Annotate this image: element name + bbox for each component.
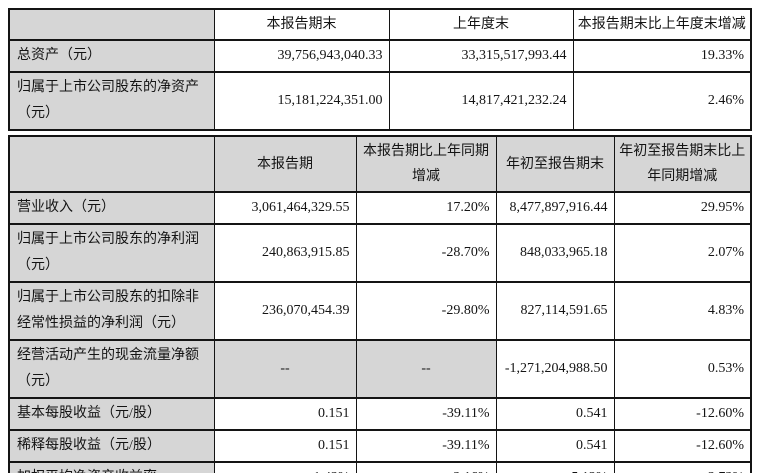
financial-report-summary: 本报告期末 上年度末 本报告期末比上年度末增减 总资产（元） 39,756,94… [0,8,759,473]
col-header-change-vs-prior-year-end: 本报告期末比上年度末增减 [572,8,752,41]
row-label: 稀释每股收益（元/股） [8,429,215,463]
cell-value-na: -- [355,339,497,399]
row-label: 总资产（元） [8,39,215,73]
income-statement-summary-table: 本报告期 本报告期比上年同期增减 年初至报告期末 年初至报告期末比上年同期增减 … [8,135,752,473]
cell-value: 240,863,915.85 [213,223,357,283]
cell-value: -39.11% [355,429,497,463]
cell-value: -12.60% [613,429,752,463]
cell-value: -29.80% [355,281,497,341]
cell-value: 4.83% [613,281,752,341]
balance-sheet-summary-table: 本报告期末 上年度末 本报告期末比上年度末增减 总资产（元） 39,756,94… [8,8,752,131]
table-row-diluted-eps: 稀释每股收益（元/股） 0.151 -39.11% 0.541 -12.60% [8,429,752,463]
cell-value: -12.60% [613,397,752,431]
cell-value: 1.43% [213,461,357,473]
cell-value: -1,271,204,988.50 [495,339,615,399]
table-row-total-assets: 总资产（元） 39,756,943,040.33 33,315,517,993.… [8,39,752,73]
cell-value: 0.541 [495,397,615,431]
col-header-year-to-date: 年初至报告期末 [495,135,615,193]
row-label: 营业收入（元） [8,191,215,225]
cell-value: 0.53% [613,339,752,399]
cell-value: 0.151 [213,397,357,431]
cell-value: 29.95% [613,191,752,225]
col-header-current-period-end: 本报告期末 [213,8,390,41]
row-label: 归属于上市公司股东的净利润（元） [8,223,215,283]
cell-value: -3.73% [613,461,752,473]
cell-value: 3,061,464,329.55 [213,191,357,225]
row-label: 归属于上市公司股东的扣除非经常性损益的净利润（元） [8,281,215,341]
row-label: 归属于上市公司股东的净资产（元） [8,71,215,131]
cell-value: 8,477,897,916.44 [495,191,615,225]
col-header-change-vs-same-period: 本报告期比上年同期增减 [355,135,497,193]
cell-value: -2.16% [355,461,497,473]
table-row-basic-eps: 基本每股收益（元/股） 0.151 -39.11% 0.541 -12.60% [8,397,752,431]
table-row-net-assets: 归属于上市公司股东的净资产（元） 15,181,224,351.00 14,81… [8,71,752,131]
col-header-current-period: 本报告期 [213,135,357,193]
cell-value: 236,070,454.39 [213,281,357,341]
cell-value: 2.07% [613,223,752,283]
cell-value: 0.541 [495,429,615,463]
cell-value: 39,756,943,040.33 [213,39,390,73]
cell-value: 827,114,591.65 [495,281,615,341]
cell-value: 33,315,517,993.44 [388,39,574,73]
cell-value: -39.11% [355,397,497,431]
cell-value: 2.46% [572,71,752,131]
table-row-weighted-avg-roe: 加权平均净资产收益率 1.43% -2.16% 5.12% -3.73% [8,461,752,473]
cell-value: 848,033,965.18 [495,223,615,283]
cell-value: 14,817,421,232.24 [388,71,574,131]
table-row-operating-cash-flow: 经营活动产生的现金流量净额（元） -- -- -1,271,204,988.50… [8,339,752,399]
table-row-operating-revenue: 营业收入（元） 3,061,464,329.55 17.20% 8,477,89… [8,191,752,225]
row-label: 加权平均净资产收益率 [8,461,215,473]
cell-value: 15,181,224,351.00 [213,71,390,131]
col-header-ytd-change-vs-same-period: 年初至报告期末比上年同期增减 [613,135,752,193]
cell-value: 19.33% [572,39,752,73]
table-header-row: 本报告期末 上年度末 本报告期末比上年度末增减 [8,8,752,41]
table-row-net-profit: 归属于上市公司股东的净利润（元） 240,863,915.85 -28.70% … [8,223,752,283]
cell-value: 0.151 [213,429,357,463]
corner-cell [8,135,215,193]
cell-value: 17.20% [355,191,497,225]
row-label: 经营活动产生的现金流量净额（元） [8,339,215,399]
cell-value-na: -- [213,339,357,399]
col-header-prior-year-end: 上年度末 [388,8,574,41]
table-header-row: 本报告期 本报告期比上年同期增减 年初至报告期末 年初至报告期末比上年同期增减 [8,135,752,193]
table-row-net-profit-excl-nonrecurring: 归属于上市公司股东的扣除非经常性损益的净利润（元） 236,070,454.39… [8,281,752,341]
cell-value: 5.12% [495,461,615,473]
corner-cell [8,8,215,41]
row-label: 基本每股收益（元/股） [8,397,215,431]
cell-value: -28.70% [355,223,497,283]
